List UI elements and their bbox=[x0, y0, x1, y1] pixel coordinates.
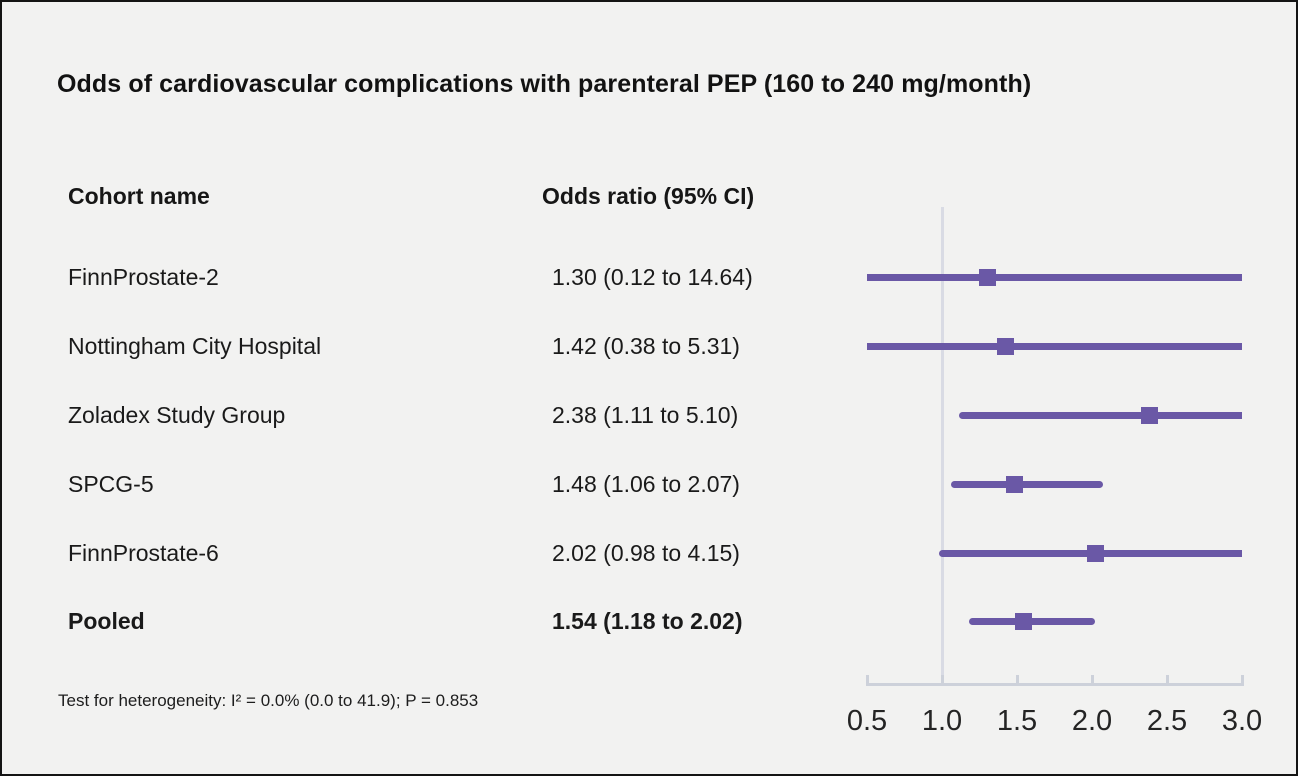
ci-line bbox=[867, 274, 1242, 281]
column-header-cohort-name: Cohort name bbox=[68, 183, 210, 209]
or-marker bbox=[1014, 612, 1032, 630]
or-value-label: 1.42 (0.38 to 5.31) bbox=[552, 333, 740, 359]
or-value-label: 2.38 (1.11 to 5.10) bbox=[552, 402, 739, 428]
ci-line bbox=[951, 481, 1103, 488]
axis-tick-label: 3.0 bbox=[1221, 705, 1263, 737]
or-value-label: 1.30 (0.12 to 14.64) bbox=[552, 264, 753, 290]
or-marker bbox=[996, 337, 1014, 355]
axis-tick-label: 2.0 bbox=[1071, 705, 1113, 737]
cohort-label: FinnProstate-6 bbox=[68, 540, 219, 566]
or-marker bbox=[978, 268, 996, 286]
ci-line bbox=[867, 343, 1242, 350]
cohort-label: FinnProstate-2 bbox=[68, 264, 219, 290]
cohort-label: Nottingham City Hospital bbox=[68, 333, 322, 359]
ci-line bbox=[969, 618, 1095, 625]
axis-tick bbox=[1165, 675, 1169, 686]
x-axis-line bbox=[866, 683, 1244, 686]
heterogeneity-footnote: Test for heterogeneity: I² = 0.0% (0.0 t… bbox=[58, 691, 479, 710]
axis-tick bbox=[940, 675, 944, 686]
axis-tick bbox=[1090, 675, 1094, 686]
axis-tick bbox=[865, 675, 869, 686]
or-value-label: 1.54 (1.18 to 2.02) bbox=[552, 608, 743, 634]
reference-line bbox=[940, 207, 944, 685]
page-title: Odds of cardiovascular complications wit… bbox=[57, 70, 1032, 98]
cohort-label: SPCG-5 bbox=[68, 471, 154, 497]
or-marker bbox=[1005, 475, 1023, 493]
or-marker bbox=[1086, 544, 1104, 562]
or-marker bbox=[1140, 406, 1158, 424]
axis-tick-label: 1.5 bbox=[996, 705, 1038, 737]
ci-line bbox=[958, 412, 1242, 419]
cohort-label: Pooled bbox=[68, 608, 145, 634]
axis-tick bbox=[1240, 675, 1244, 686]
axis-tick-label: 0.5 bbox=[846, 705, 888, 737]
or-value-label: 1.48 (1.06 to 2.07) bbox=[552, 471, 740, 497]
cohort-label: Zoladex Study Group bbox=[68, 402, 286, 428]
axis-tick-label: 1.0 bbox=[921, 705, 963, 737]
or-value-label: 2.02 (0.98 to 4.15) bbox=[552, 540, 740, 566]
axis-tick bbox=[1015, 675, 1019, 686]
column-header-odds-ratio: Odds ratio (95% CI) bbox=[542, 183, 755, 209]
axis-tick-label: 2.5 bbox=[1146, 705, 1188, 737]
